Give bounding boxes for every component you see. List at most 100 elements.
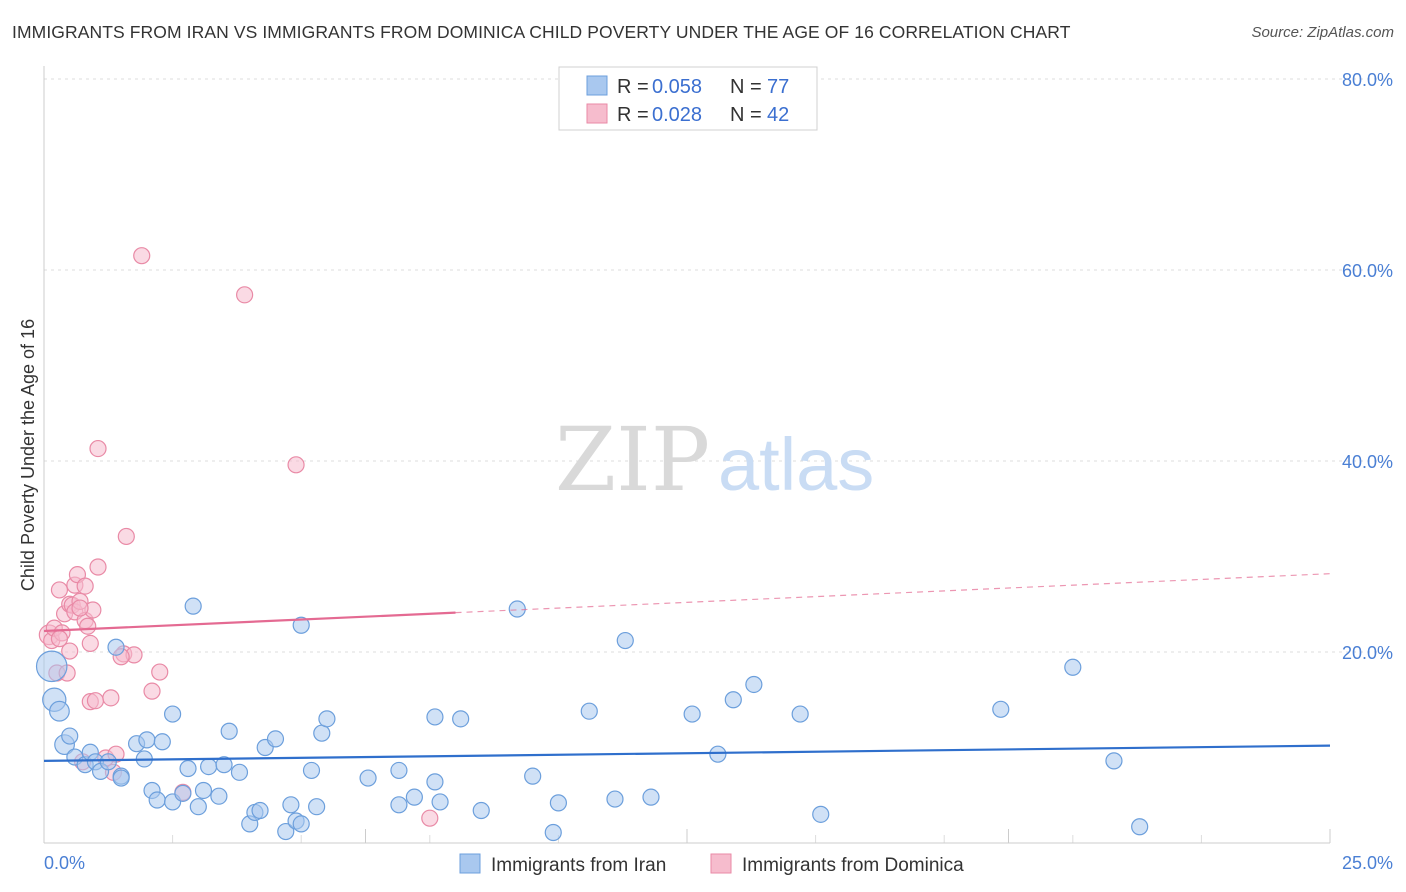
dominica-point — [151, 663, 169, 681]
iran-point — [230, 763, 249, 781]
iran-point — [390, 761, 408, 780]
dominica-point — [236, 286, 254, 304]
iran-point — [112, 769, 130, 787]
iran-point — [791, 705, 809, 723]
iran-point — [35, 650, 68, 683]
bottom-legend-label-dominica: Immigrants from Dominica — [742, 855, 964, 876]
bottom-legend-swatch-dominica — [710, 853, 732, 874]
iran-point — [148, 791, 166, 809]
dominica-point — [71, 599, 89, 617]
iran-point — [174, 784, 192, 802]
iran-point — [580, 702, 598, 720]
iran-point — [812, 805, 830, 823]
iran-point — [164, 705, 182, 723]
legend-n-label: N = — [730, 76, 762, 98]
y-tick-labels: 20.0% 40.0% 60.0% 80.0% — [1342, 70, 1393, 663]
watermark-zip: ZIP — [555, 408, 710, 511]
iran-point — [138, 731, 156, 749]
iran-point — [292, 815, 310, 833]
legend-n-label: N = — [730, 104, 762, 126]
iran-point — [313, 724, 331, 742]
dominica-point — [50, 581, 69, 599]
iran-point — [642, 788, 660, 806]
iran-point — [107, 638, 125, 656]
dominica-point — [89, 558, 107, 576]
iran-point — [426, 773, 444, 791]
iran-point — [153, 733, 171, 751]
iran-point — [359, 769, 377, 787]
iran-point — [1131, 818, 1149, 836]
iran-point — [390, 796, 408, 814]
dominica-points — [38, 247, 439, 827]
iran-point — [724, 691, 742, 709]
iran-point — [405, 788, 423, 806]
watermark: ZIP atlas — [555, 408, 874, 511]
dominica-point — [50, 630, 69, 648]
legend-r-label: R = — [617, 104, 649, 126]
bottom-legend: Immigrants from Iran Immigrants from Dom… — [459, 853, 964, 876]
y-tick-label: 40.0% — [1342, 452, 1393, 472]
iran-point — [266, 730, 285, 748]
y-tick-label: 80.0% — [1342, 70, 1393, 90]
dominica-point — [76, 577, 94, 595]
iran-point — [179, 759, 197, 778]
iran-point — [210, 787, 228, 805]
x-tick-label: 0.0% — [44, 853, 85, 873]
dominica-trend-line — [43, 611, 456, 633]
dominica-trend-extension — [455, 573, 1331, 614]
iran-point — [302, 761, 321, 780]
iran-points — [35, 597, 1149, 842]
iran-point — [215, 756, 233, 774]
iran-point — [1064, 658, 1082, 676]
iran-point — [606, 790, 624, 808]
iran-point — [544, 823, 562, 842]
dominica-point — [421, 809, 439, 827]
iran-point — [189, 798, 207, 816]
iran-point — [1105, 752, 1123, 770]
bottom-legend-label-iran: Immigrants from Iran — [491, 855, 666, 876]
iran-point — [426, 708, 444, 726]
chart-title: IMMIGRANTS FROM IRAN VS IMMIGRANTS FROM … — [12, 22, 1071, 42]
x-tick-labels: 0.0% 25.0% — [44, 853, 1393, 873]
bottom-legend-swatch-iran — [459, 853, 481, 874]
iran-point — [709, 745, 727, 763]
iran-point — [992, 700, 1010, 718]
iran-point — [220, 722, 238, 740]
iran-point — [194, 781, 213, 800]
legend-r-label: R = — [617, 76, 649, 98]
iran-point — [549, 794, 568, 812]
iran-point — [282, 796, 300, 814]
dominica-point — [86, 692, 105, 710]
y-tick-label: 20.0% — [1342, 643, 1393, 663]
dominica-point — [61, 642, 79, 660]
iran-point — [508, 600, 526, 618]
dominica-point — [79, 617, 97, 635]
iran-point — [277, 822, 295, 841]
y-tick-label: 60.0% — [1342, 261, 1393, 281]
source-label: Source: ZipAtlas.com — [1251, 24, 1394, 41]
iran-point — [184, 597, 202, 615]
iran-point — [431, 793, 449, 811]
watermark-atlas: atlas — [718, 423, 874, 506]
dominica-point — [89, 439, 107, 458]
iran-point — [318, 710, 336, 728]
x-tick-label: 25.0% — [1342, 853, 1393, 873]
legend-n-value: 42 — [767, 104, 789, 126]
trend-lines — [43, 573, 1331, 762]
iran-trend-line — [43, 744, 1331, 762]
dominica-point — [143, 682, 161, 700]
dominica-point — [102, 689, 120, 707]
iran-point — [251, 801, 269, 820]
axes — [43, 66, 1331, 844]
iran-point — [683, 705, 701, 723]
iran-point — [524, 767, 542, 785]
dominica-point — [133, 247, 151, 265]
iran-point — [61, 727, 79, 745]
iran-point — [308, 798, 326, 816]
iran-point — [745, 675, 763, 694]
dominica-point — [81, 634, 99, 653]
iran-point — [472, 801, 490, 820]
iran-point — [99, 753, 117, 771]
legend-n-value: 77 — [767, 76, 789, 98]
